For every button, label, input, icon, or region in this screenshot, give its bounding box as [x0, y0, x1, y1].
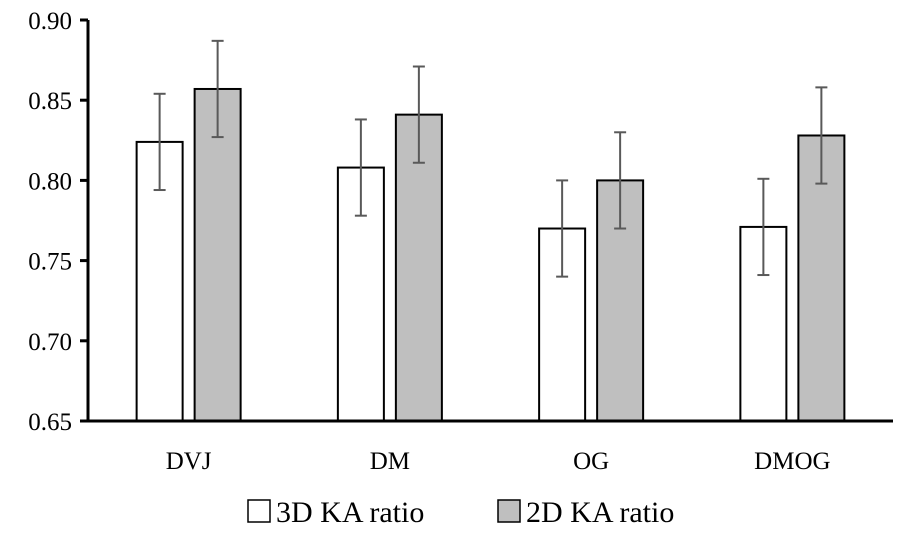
y-tick-label: 0.90: [28, 8, 72, 35]
y-tick-label: 0.85: [28, 88, 72, 115]
bars-layer: [135, 87, 846, 423]
y-tick-label: 0.75: [28, 249, 72, 276]
legend: 3D KA ratio 2D KA ratio: [247, 496, 674, 529]
category-label: DMOG: [754, 448, 830, 475]
legend-item-series-1: 3D KA ratio: [247, 496, 424, 529]
y-tick-label: 0.65: [28, 409, 72, 436]
legend-swatch: [247, 499, 271, 523]
error-bar-dm-series-2: [412, 65, 425, 164]
error-bar-dm-series-1: [354, 118, 367, 217]
error-bar-dvj-series-1: [153, 92, 166, 192]
legend-label: 3D KA ratio: [276, 496, 424, 529]
legend-item-series-2: 2D KA ratio: [497, 496, 674, 529]
error-bar-dmog-series-2: [815, 86, 828, 185]
axes-layer: [80, 18, 893, 423]
error-bar-og-series-1: [556, 179, 569, 278]
error-bar-dvj-series-2: [211, 39, 224, 139]
legend-swatch: [497, 499, 521, 523]
y-tick-label: 0.70: [28, 329, 72, 356]
category-label: DM: [370, 448, 410, 475]
bar-dvj-series-2: [193, 87, 242, 423]
category-label: OG: [573, 448, 609, 475]
bar-og-series-1: [538, 227, 587, 422]
error-bars-layer: [153, 39, 828, 278]
error-bar-dmog-series-1: [757, 177, 770, 277]
legend-label: 2D KA ratio: [526, 496, 674, 529]
y-tick-label: 0.80: [28, 168, 72, 195]
error-bar-og-series-2: [614, 131, 627, 230]
category-label: DVJ: [166, 448, 212, 475]
